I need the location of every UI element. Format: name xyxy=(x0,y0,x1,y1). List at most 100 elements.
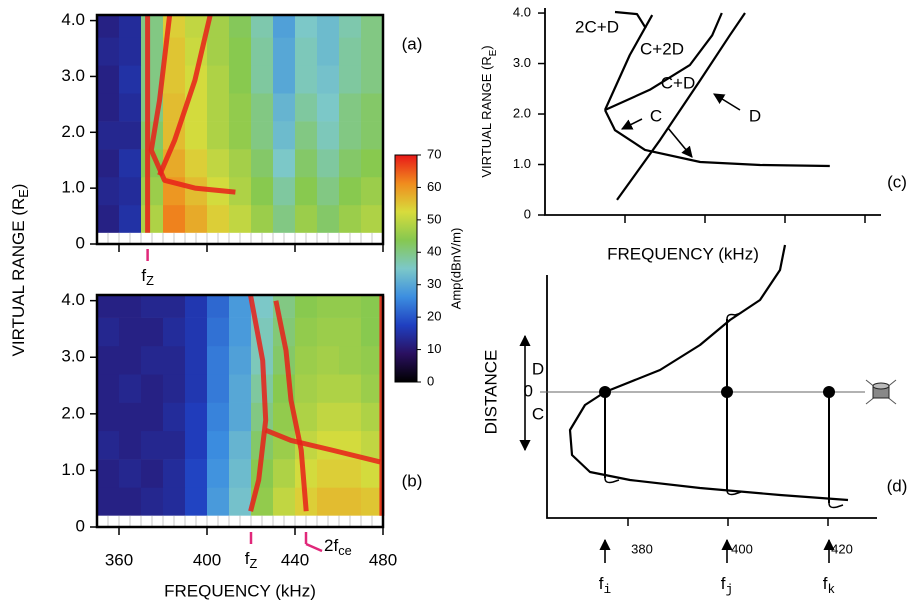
label-text: f xyxy=(599,574,604,593)
heatmap-cell xyxy=(163,93,186,122)
x-tick-label: 360 xyxy=(105,550,133,569)
heatmap-cell xyxy=(251,121,274,150)
curve xyxy=(568,244,849,502)
heatmap-cell xyxy=(207,295,230,318)
heatmap-cell xyxy=(229,487,252,516)
heatmap-cell xyxy=(97,295,120,318)
trace xyxy=(273,300,309,512)
heatmap-cell xyxy=(141,459,164,488)
heatmap-cell xyxy=(207,402,230,432)
heatmap-cell xyxy=(141,345,164,375)
heatmap-cell xyxy=(273,487,296,516)
y-tick-label: 4.0 xyxy=(61,10,85,29)
x-tick-label: 400 xyxy=(731,541,753,556)
heatmap-cell xyxy=(273,176,296,206)
heatmap-cell xyxy=(185,345,208,375)
heatmap-cell xyxy=(273,15,296,38)
label-subscript: Z xyxy=(146,273,154,288)
trace xyxy=(148,15,236,195)
heatmap-cell xyxy=(207,121,230,150)
heatmap-cell xyxy=(207,317,230,347)
curve-label: C+D xyxy=(661,73,695,92)
annotation-arrow xyxy=(667,127,693,158)
heatmap-cell xyxy=(119,37,142,66)
heatmap-cell xyxy=(317,65,340,94)
sounding-point xyxy=(823,386,835,398)
heatmap-cell xyxy=(295,345,318,375)
panel-label: (c) xyxy=(887,172,907,191)
curve-label: C+2D xyxy=(640,39,684,58)
axes xyxy=(546,275,877,519)
heatmap-cell xyxy=(273,65,296,94)
curve xyxy=(604,12,723,112)
heatmap-cell xyxy=(163,374,186,403)
label-text: f xyxy=(245,549,250,568)
heatmap-cell xyxy=(119,374,142,403)
heatmap-cell xyxy=(251,402,274,432)
heatmap-cell xyxy=(207,374,230,403)
heatmap-cell xyxy=(361,317,384,347)
heatmap-cell xyxy=(141,487,164,516)
heatmap-cell xyxy=(339,374,362,403)
region-label: C xyxy=(532,404,544,423)
heatmap-cell xyxy=(163,317,186,347)
heatmap-cell xyxy=(339,37,362,66)
curve xyxy=(616,12,746,201)
heatmap-cell xyxy=(273,149,296,178)
trace xyxy=(264,427,381,465)
rich-label: fi xyxy=(599,574,611,597)
heatmap-cell xyxy=(361,176,384,206)
rich-label: fZ xyxy=(141,266,154,288)
heatmap-cell xyxy=(97,15,120,38)
heatmap-cell xyxy=(273,37,296,66)
colorbar-tick-label: 10 xyxy=(427,341,441,356)
heatmap-cell xyxy=(185,176,208,206)
heatmap-cell xyxy=(185,317,208,347)
heatmap-cell xyxy=(119,402,142,432)
heatmap-cell xyxy=(229,65,252,94)
curve-label: D xyxy=(749,106,761,125)
y-tick-label: 1.0 xyxy=(513,156,531,171)
y-tick-label: 2.0 xyxy=(513,105,531,120)
echo-hook xyxy=(604,477,620,484)
heatmap-cell xyxy=(317,345,340,375)
label-text: f xyxy=(823,574,828,593)
heatmap-cell xyxy=(295,176,318,206)
annotation-arrow xyxy=(713,93,741,111)
plot-frame xyxy=(95,13,385,246)
curve-label: C xyxy=(650,106,662,125)
x-tick-label: 400 xyxy=(193,550,221,569)
heatmap-cell xyxy=(185,459,208,488)
heatmap-cell xyxy=(229,374,252,403)
heatmap-cell xyxy=(339,15,362,38)
heatmap-cell xyxy=(317,93,340,122)
y-tick-label: 3.0 xyxy=(61,66,85,85)
heatmap-cell xyxy=(229,295,252,318)
colorbar-tick-label: 70 xyxy=(427,146,441,161)
annotation-arrow xyxy=(620,118,643,130)
rich-label: fk xyxy=(823,574,835,597)
heatmap-cell xyxy=(185,149,208,178)
heatmap-cell xyxy=(185,204,208,234)
heatmap-cell xyxy=(339,149,362,178)
rich-label: fZ xyxy=(245,549,258,571)
heatmap-cell xyxy=(119,65,142,94)
heatmap-cell xyxy=(317,487,340,516)
heatmap-cell xyxy=(295,204,318,234)
axes xyxy=(544,8,881,216)
heatmap-cell xyxy=(339,93,362,122)
heatmap-cell xyxy=(229,430,252,460)
y-tick-label: 4.0 xyxy=(513,4,531,19)
heatmap-cell xyxy=(185,295,208,318)
curve xyxy=(604,109,830,168)
heatmap-cell xyxy=(339,402,362,432)
heatmap-cell xyxy=(163,345,186,375)
sounding-point xyxy=(599,386,611,398)
heatmap-cell xyxy=(229,176,252,206)
heatmap-cell xyxy=(317,295,340,318)
heatmap-cell xyxy=(229,402,252,432)
heatmap-cell xyxy=(119,149,142,178)
x-axis-title: FREQUENCY (kHz) xyxy=(607,244,759,263)
y-tick-label: 3.0 xyxy=(61,347,85,366)
heatmap-cell xyxy=(339,65,362,94)
